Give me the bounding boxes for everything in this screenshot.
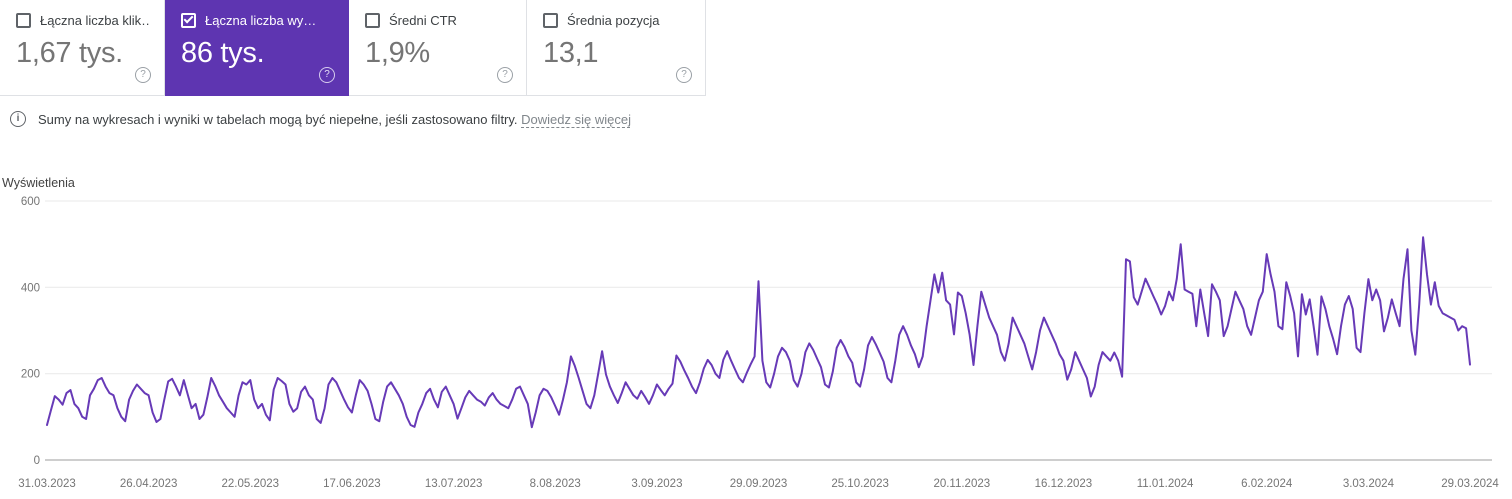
card-label: Średni CTR (389, 13, 457, 28)
help-icon[interactable]: ? (497, 67, 513, 83)
card-average-position[interactable]: Średnia pozycja 13,1 ? (527, 0, 706, 96)
x-tick-label: 16.12.2023 (1035, 478, 1093, 490)
card-total-clicks[interactable]: Łączna liczba klik… 1,67 tys. ? (0, 0, 165, 96)
x-tick-label: 31.03.2023 (18, 478, 76, 490)
x-tick-label: 3.03.2024 (1343, 478, 1395, 490)
card-value: 13,1 (543, 37, 599, 69)
info-icon: i (10, 111, 26, 127)
card-label: Średnia pozycja (567, 13, 660, 28)
y-tick-label: 200 (21, 369, 40, 381)
x-tick-label: 11.01.2024 (1137, 478, 1194, 490)
x-tick-label: 29.09.2023 (730, 478, 788, 490)
learn-more-link[interactable]: Dowiedz się więcej (521, 111, 631, 127)
card-total-impressions[interactable]: Łączna liczba wy… 86 tys. ? (165, 0, 349, 96)
card-value: 1,9% (365, 37, 430, 69)
x-tick-label: 22.05.2023 (222, 478, 280, 490)
card-label: Łączna liczba klik… (40, 13, 150, 28)
x-tick-label: 25.10.2023 (831, 478, 889, 490)
checkbox-unchecked-icon[interactable] (543, 13, 558, 28)
help-icon[interactable]: ? (135, 67, 151, 83)
x-tick-label: 8.08.2023 (530, 478, 581, 490)
chart-axis-title: Wyświetlenia (2, 176, 75, 190)
x-tick-label: 20.11.2023 (933, 478, 990, 490)
impressions-chart[interactable]: 600 400 200 0 31.03.2023 26.04.2023 22.05.2023… (0, 170, 1512, 499)
impressions-line[interactable] (46, 236, 1471, 429)
y-tick-label: 0 (34, 455, 40, 467)
x-tick-label: 6.02.2024 (1241, 478, 1293, 490)
checkbox-unchecked-icon[interactable] (16, 13, 31, 28)
help-icon[interactable]: ? (676, 67, 692, 83)
x-tick-label: 3.09.2023 (631, 478, 682, 490)
metric-cards-row: Łączna liczba klik… 1,67 tys. ? Łączna l… (0, 0, 706, 96)
card-label: Łączna liczba wy… (205, 13, 317, 28)
filters-info-banner: i Sumy na wykresach i wyniki w tabelach … (10, 111, 631, 127)
x-tick-label: 13.07.2023 (425, 478, 483, 490)
checkbox-checked-icon[interactable] (181, 13, 196, 28)
checkbox-unchecked-icon[interactable] (365, 13, 380, 28)
help-icon[interactable]: ? (319, 67, 335, 83)
card-value: 1,67 tys. (16, 37, 123, 69)
info-text: Sumy na wykresach i wyniki w tabelach mo… (38, 111, 631, 127)
y-tick-label: 600 (21, 196, 40, 208)
card-value: 86 tys. (181, 37, 265, 69)
x-tick-label: 26.04.2023 (120, 478, 178, 490)
x-tick-label: 17.06.2023 (323, 478, 381, 490)
y-tick-label: 400 (21, 282, 40, 294)
card-average-ctr[interactable]: Średni CTR 1,9% ? (349, 0, 527, 96)
x-tick-label: 29.03.2024 (1441, 478, 1499, 490)
